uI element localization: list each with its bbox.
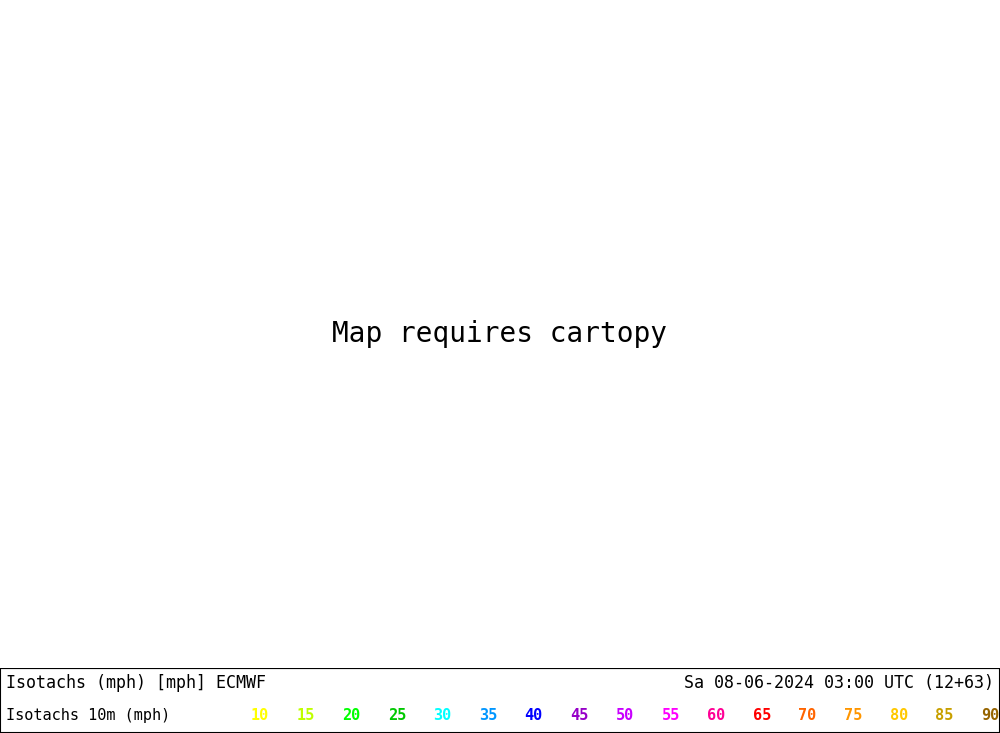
Text: 60: 60 bbox=[707, 707, 725, 723]
Text: 10: 10 bbox=[251, 707, 269, 723]
Text: 45: 45 bbox=[570, 707, 588, 723]
Text: 80: 80 bbox=[890, 707, 908, 723]
Text: Isotachs 10m (mph): Isotachs 10m (mph) bbox=[6, 707, 170, 723]
Text: 70: 70 bbox=[798, 707, 817, 723]
Text: 35: 35 bbox=[479, 707, 497, 723]
Text: 75: 75 bbox=[844, 707, 862, 723]
Text: 30: 30 bbox=[433, 707, 452, 723]
Text: 85: 85 bbox=[935, 707, 954, 723]
Text: 15: 15 bbox=[296, 707, 315, 723]
Text: 55: 55 bbox=[662, 707, 680, 723]
Text: 40: 40 bbox=[525, 707, 543, 723]
Text: 90: 90 bbox=[981, 707, 999, 723]
Text: Isotachs (mph) [mph] ECMWF: Isotachs (mph) [mph] ECMWF bbox=[6, 674, 266, 693]
Text: 25: 25 bbox=[388, 707, 406, 723]
Text: 20: 20 bbox=[342, 707, 360, 723]
Text: 50: 50 bbox=[616, 707, 634, 723]
Text: Map requires cartopy: Map requires cartopy bbox=[332, 320, 668, 348]
Text: Sa 08-06-2024 03:00 UTC (12+63): Sa 08-06-2024 03:00 UTC (12+63) bbox=[684, 674, 994, 693]
Text: 65: 65 bbox=[753, 707, 771, 723]
